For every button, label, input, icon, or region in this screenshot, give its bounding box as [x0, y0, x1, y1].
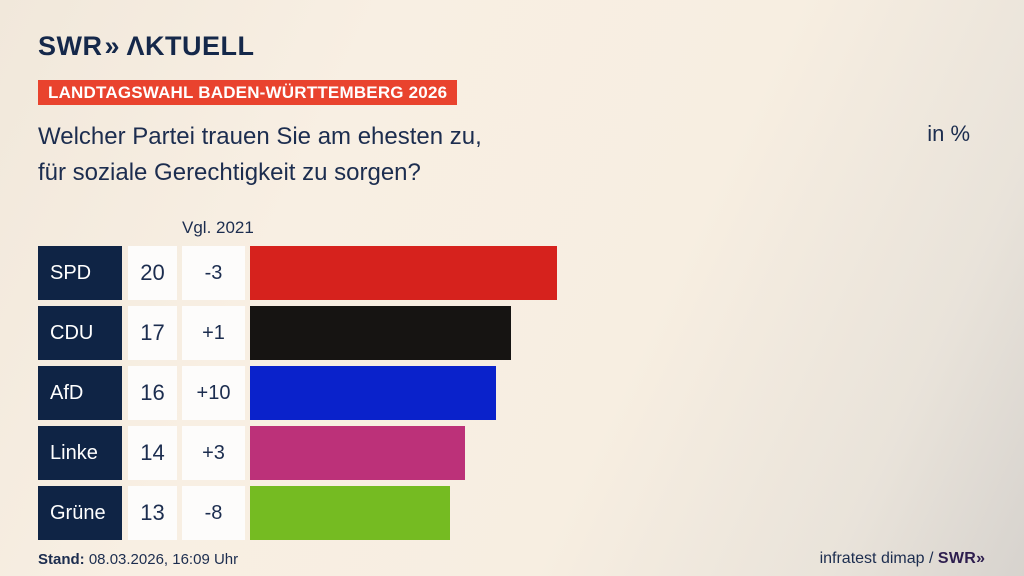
comparison-header: Vgl. 2021 [182, 218, 254, 237]
chart-row-gruene: Grüne 13 -8 [0, 486, 1024, 540]
chart-row-cdu: CDU 17 +1 [0, 306, 1024, 360]
double-chevron-icon: » [976, 550, 985, 567]
party-label: Grüne [38, 486, 122, 540]
comparison-box: -3 [182, 246, 245, 300]
bar-afd [250, 366, 496, 420]
double-chevron-icon: » [104, 31, 120, 61]
comparison-box: +10 [182, 366, 245, 420]
stand-value: 08.03.2026, 16:09 Uhr [84, 551, 239, 568]
bar-gruene [250, 486, 450, 540]
value-box: 13 [128, 486, 177, 540]
unit-label: in % [927, 121, 970, 146]
party-label: CDU [38, 306, 122, 360]
source-text: infratest dimap / [819, 550, 938, 567]
bar-spd [250, 246, 557, 300]
chart-row-linke: Linke 14 +3 [0, 426, 1024, 480]
value-box: 20 [128, 246, 177, 300]
logo-swr-text: SWR [38, 31, 103, 61]
swr-aktuell-logo: SWR» ΛKTUELL [38, 31, 255, 62]
comparison-box: -8 [182, 486, 245, 540]
source-credit: infratest dimap / SWR» [819, 550, 985, 568]
value-box: 16 [128, 366, 177, 420]
stand-label: Stand: [38, 551, 85, 568]
party-label: AfD [38, 366, 122, 420]
value-box: 17 [128, 306, 177, 360]
title-line-1: Welcher Partei trauen Sie am ehesten zu, [38, 123, 482, 150]
party-label: Linke [38, 426, 122, 480]
comparison-box: +1 [182, 306, 245, 360]
title-line-2: für soziale Gerechtigkeit zu sorgen? [38, 159, 421, 186]
party-label: SPD [38, 246, 122, 300]
election-badge: LANDTAGSWAHL BADEN-WÜRTTEMBERG 2026 [38, 80, 458, 105]
logo-aktuell-text: ΛKTUELL [126, 31, 255, 61]
chart-question-title: Welcher Partei trauen Sie am ehesten zu,… [38, 119, 482, 191]
value-box: 14 [128, 426, 177, 480]
chart-row-spd: SPD 20 -3 [0, 246, 1024, 300]
bar-cdu [250, 306, 511, 360]
bar-linke [250, 426, 465, 480]
chart-row-afd: AfD 16 +10 [0, 366, 1024, 420]
stand-timestamp: Stand: 08.03.2026, 16:09 Uhr [38, 551, 238, 568]
source-swr-logo: SWR» [937, 550, 985, 567]
comparison-box: +3 [182, 426, 245, 480]
